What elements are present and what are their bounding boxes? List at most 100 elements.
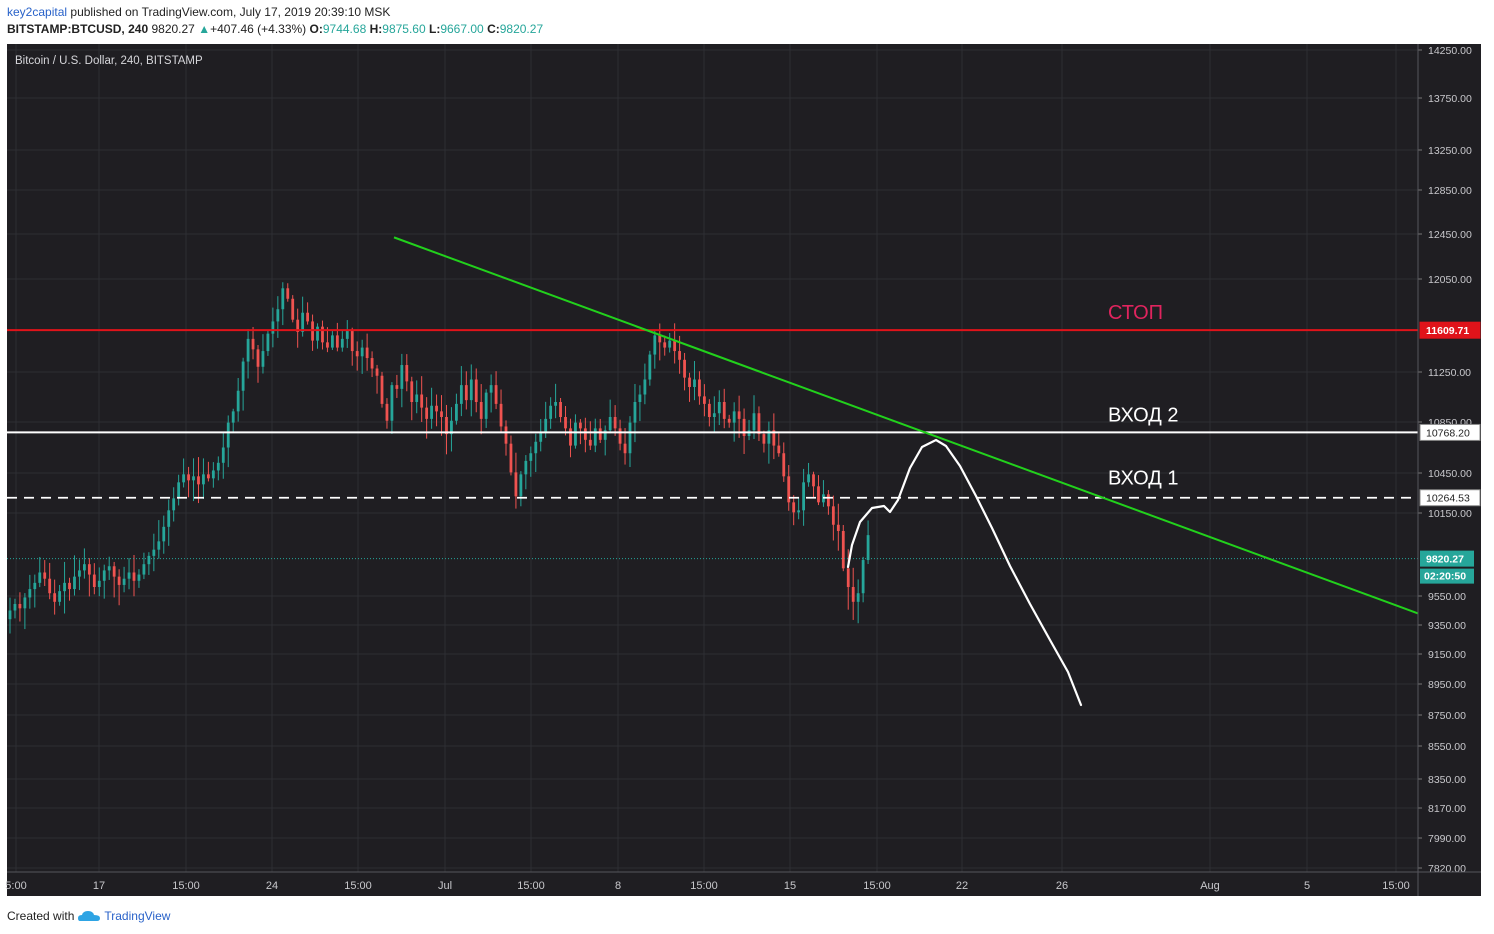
x-tick-label: 26 [1056,880,1068,892]
candle-body [360,347,364,357]
y-tick-label: 8750.00 [1428,710,1466,722]
x-tick-label: 5:00 [5,880,26,892]
y-tick-label: 8950.00 [1428,679,1466,691]
change-value: +407.46 (+4.33%) [210,22,307,36]
candle-body [306,312,309,322]
candle-body [177,482,181,499]
level-tag [1419,321,1481,339]
symbol-label: BITSTAMP:BTCUSD, 240 [7,22,149,36]
candle-body [48,578,52,594]
time-axis[interactable] [7,872,1481,896]
candle-body [211,470,215,479]
candle-body [817,486,820,503]
candle-body [494,385,498,404]
candle-body [459,385,463,404]
chart-title: Bitcoin / U.S. Dollar, 240, BITSTAMP [15,55,203,67]
candle-body [450,420,453,435]
candle-body [668,340,672,348]
candle-body [807,474,810,483]
publish-info: key2capital published on TradingView.com… [7,5,390,19]
forecast-path [846,438,1083,707]
candle-body [628,422,632,454]
candle-body [812,474,815,487]
countdown-tag [1420,568,1474,584]
candle-body [693,379,696,387]
candle-body [251,338,255,350]
candle-body [112,566,116,577]
candle-body [216,462,220,471]
candle-body [87,564,91,575]
y-tick-label: 7990.00 [1428,833,1466,845]
candle-body [598,428,602,440]
candle-body [68,582,71,590]
candle-body [861,560,865,594]
candle-body [836,524,840,531]
candle-body [524,460,528,475]
x-tick-label: 22 [956,880,968,892]
candle-body [787,476,791,503]
candle-body [529,453,533,461]
candle-body [549,405,553,419]
candle-body [18,603,22,609]
candle-body [851,587,855,602]
x-tick-label: 15:00 [690,880,718,892]
author-link[interactable]: key2capital [7,5,68,19]
candle-body [316,326,319,341]
candle-body [509,443,513,473]
candle-body [420,394,424,408]
candle-body [673,340,677,352]
candle-body [445,417,448,435]
candle-body [846,568,850,588]
x-tick-label: 17 [93,880,105,892]
price-tags: 11609.71 10768.20 10264.53 9820.27 02:20:50 [1419,321,1481,584]
candle-body [727,418,731,423]
y-tick-label: 12450.00 [1428,229,1472,241]
x-tick-label: Aug [1200,880,1220,892]
candle-body [732,411,736,423]
y-tick-label: 11250.00 [1428,367,1471,379]
candle-body [92,574,96,588]
level-tag [1419,423,1481,441]
footer: Created with TradingView [7,909,170,923]
trendline[interactable] [393,236,1419,615]
candle-body [742,418,746,437]
candle-body [331,335,334,348]
candle-body [23,597,27,609]
candle-body [712,413,716,417]
candle-body [8,610,12,620]
level-label: СТОП [1108,302,1163,324]
candle-body [226,422,230,448]
candle-body [28,589,32,598]
candle-body [841,530,845,569]
y-tick-label: 13750.00 [1428,93,1472,105]
candle-body [296,319,300,332]
candle-body [737,411,741,419]
candle-body [246,338,250,362]
candle-body [410,381,414,402]
candle-body [241,361,245,391]
x-tick-label: 15:00 [344,880,372,892]
candle-body [797,510,801,513]
candle-body [365,347,369,359]
candle-body [187,474,190,481]
candle-body [271,321,275,334]
tradingview-link[interactable]: TradingView [104,909,171,923]
candle-body [683,359,686,378]
candle-body [236,390,240,412]
candle-body [415,394,419,402]
candle-body [132,572,136,581]
candle-body [281,288,285,310]
candle-body [291,298,295,320]
candle-body [856,593,860,602]
candle-body [484,392,488,419]
x-tick-label: 15:00 [172,880,200,892]
candle-body [544,418,548,433]
candle-body [385,403,389,421]
candle-body [321,326,324,343]
price-axis[interactable] [1418,44,1481,872]
current-price-label: 9820.27 [1426,554,1464,566]
level-label: ВХОД 1 [1108,468,1178,490]
level-tag [1419,489,1481,507]
candle-body [13,603,17,611]
